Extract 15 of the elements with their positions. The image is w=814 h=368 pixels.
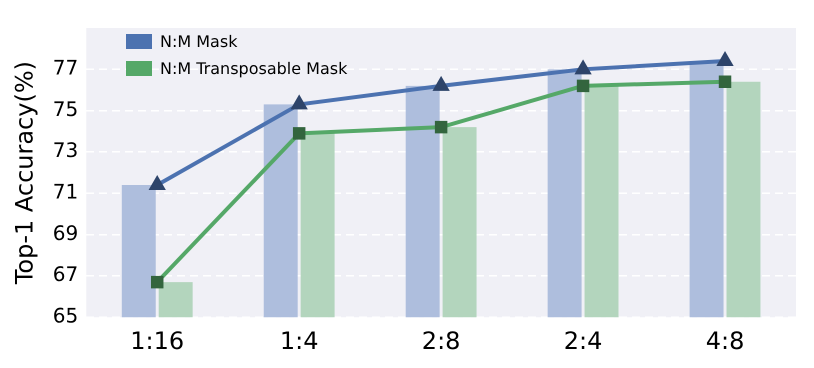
legend-label: N:M Mask <box>160 32 238 51</box>
x-tick-label: 4:8 <box>706 326 744 355</box>
x-tick-label: 1:4 <box>280 326 318 355</box>
x-tick-label: 1:16 <box>130 326 184 355</box>
y-tick-label: 65 <box>52 303 78 328</box>
y-tick-label: 67 <box>52 262 78 286</box>
y-tick-label: 77 <box>52 56 78 80</box>
y-tick-label: 73 <box>52 138 78 162</box>
y-axis-title: Top-1 Accuracy(%) <box>10 61 39 286</box>
y-tick-label: 75 <box>52 96 78 121</box>
y-tick-label: 69 <box>52 220 78 245</box>
x-tick-label: 2:4 <box>564 326 602 355</box>
x-tick-label: 2:8 <box>422 326 460 355</box>
y-tick-label: 71 <box>52 179 78 204</box>
legend-label: N:M Transposable Mask <box>160 59 348 78</box>
